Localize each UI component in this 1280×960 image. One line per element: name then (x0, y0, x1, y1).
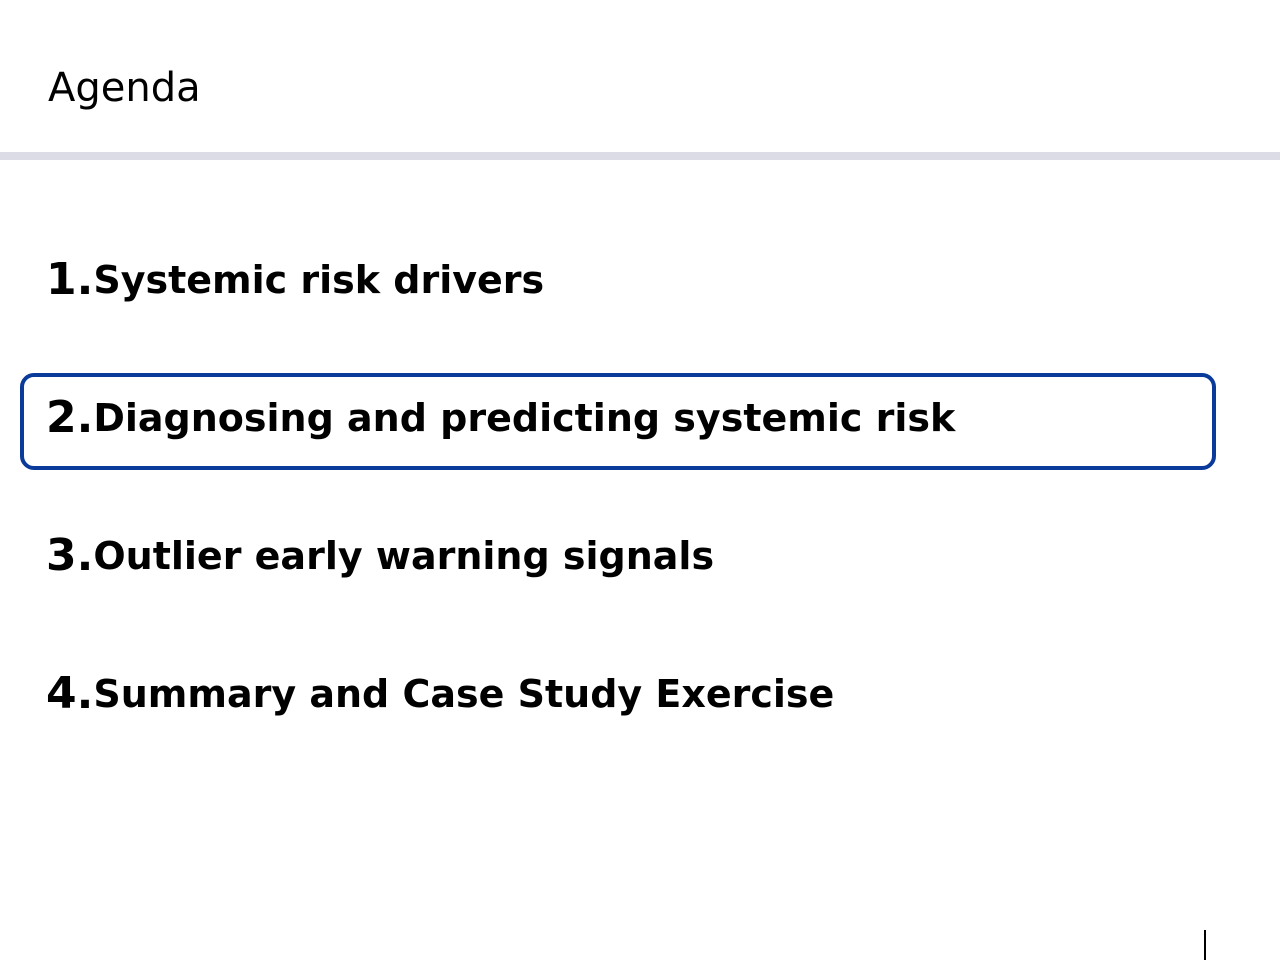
current-section-highlight (20, 373, 1216, 470)
slide-title: Agenda (48, 65, 201, 111)
agenda-item-1: 1. Systemic risk drivers (46, 250, 544, 310)
agenda-item-number: 3. (46, 530, 94, 581)
agenda-item-label: Outlier early warning signals (93, 534, 715, 578)
agenda-item-3: 3. Outlier early warning signals (46, 526, 714, 586)
corner-mark (1204, 930, 1206, 960)
agenda-item-number: 1. (46, 254, 94, 305)
agenda-item-label: Systemic risk drivers (93, 258, 545, 302)
agenda-item-label: Diagnosing and predicting systemic risk (93, 396, 956, 440)
agenda-item-number: 4. (46, 668, 94, 719)
agenda-item-2: 2. Diagnosing and predicting systemic ri… (46, 388, 955, 448)
agenda-item-label: Summary and Case Study Exercise (93, 672, 835, 716)
title-divider (0, 152, 1280, 160)
agenda-item-4: 4. Summary and Case Study Exercise (46, 664, 834, 724)
agenda-item-number: 2. (46, 392, 94, 443)
